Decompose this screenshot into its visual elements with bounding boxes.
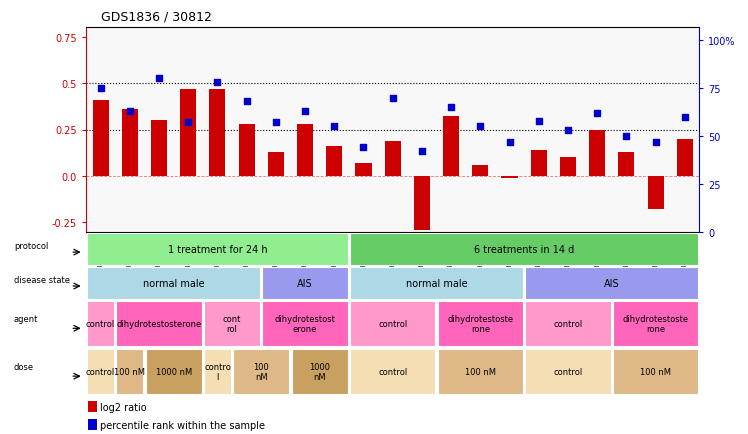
Bar (619, 152, 634, 177)
Bar (204, 301, 260, 346)
Text: 100 nM: 100 nM (465, 367, 496, 376)
Text: AIS: AIS (604, 278, 619, 288)
Bar (677, 139, 693, 177)
Text: GDS1836 / 30812: GDS1836 / 30812 (101, 11, 212, 24)
Bar (88, 419, 97, 431)
Text: percentile rank within the sample: percentile rank within the sample (100, 420, 266, 430)
Bar (88, 267, 260, 299)
Point (678, 114, 690, 121)
Point (445, 105, 457, 112)
Point (124, 108, 136, 115)
Bar (350, 233, 698, 265)
Bar (350, 301, 435, 346)
Bar (88, 233, 348, 265)
Text: dihydrotestoste
rone: dihydrotestoste rone (447, 315, 513, 333)
Point (270, 120, 282, 127)
Text: disease state: disease state (13, 275, 70, 284)
Point (328, 124, 340, 131)
Bar (501, 177, 518, 178)
Point (183, 120, 194, 127)
Bar (146, 349, 202, 394)
Text: control: control (86, 319, 115, 328)
Bar (355, 164, 372, 177)
Bar (525, 267, 698, 299)
Bar (472, 165, 488, 177)
Bar (88, 349, 114, 394)
Bar (438, 349, 523, 394)
Bar (117, 301, 202, 346)
Point (358, 145, 370, 151)
Point (241, 99, 253, 105)
Bar (648, 177, 663, 210)
Point (591, 110, 603, 117)
Bar (117, 349, 144, 394)
Bar (263, 267, 348, 299)
Point (533, 118, 545, 125)
Text: dihydrotestosterone: dihydrotestosterone (117, 319, 202, 328)
Bar (560, 158, 576, 177)
Bar (122, 110, 138, 177)
Bar (93, 101, 108, 177)
Text: normal male: normal male (143, 278, 204, 288)
Text: log2 ratio: log2 ratio (100, 402, 147, 411)
Bar (239, 125, 254, 177)
Bar (204, 349, 231, 394)
Point (562, 127, 574, 134)
Text: dose: dose (13, 362, 34, 371)
Point (503, 139, 515, 146)
Point (620, 133, 632, 140)
Text: 1000
nM: 1000 nM (309, 362, 330, 381)
Bar (525, 349, 610, 394)
Text: cont
rol: cont rol (223, 315, 242, 333)
Bar (233, 349, 289, 394)
Point (387, 95, 399, 102)
Bar (414, 177, 430, 230)
Point (474, 124, 486, 131)
Bar (263, 301, 348, 346)
Text: dihydrotestost
erone: dihydrotestost erone (275, 315, 336, 333)
Bar (180, 89, 196, 177)
Bar (209, 89, 225, 177)
Point (212, 79, 224, 86)
Point (649, 139, 661, 146)
Text: control: control (378, 367, 408, 376)
Point (153, 76, 165, 83)
Bar (268, 152, 284, 177)
Bar (350, 349, 435, 394)
Bar (613, 301, 698, 346)
Bar (297, 125, 313, 177)
Text: 100
nM: 100 nM (254, 362, 269, 381)
Bar (88, 401, 97, 412)
Text: 100 nM: 100 nM (640, 367, 671, 376)
Bar (384, 141, 401, 177)
Text: 1 treatment for 24 h: 1 treatment for 24 h (168, 244, 267, 254)
Bar (613, 349, 698, 394)
Text: contro
l: contro l (204, 362, 231, 381)
Text: 1000 nM: 1000 nM (156, 367, 191, 376)
Point (416, 148, 428, 155)
Text: control: control (554, 319, 583, 328)
Text: protocol: protocol (13, 241, 48, 250)
Text: 6 treatments in 14 d: 6 treatments in 14 d (474, 244, 574, 254)
Bar (292, 349, 348, 394)
Point (95, 85, 107, 92)
Text: dihydrotestoste
rone: dihydrotestoste rone (622, 315, 689, 333)
Text: control: control (378, 319, 408, 328)
Bar (589, 130, 605, 177)
Point (299, 108, 311, 115)
Text: control: control (86, 367, 115, 376)
Bar (531, 151, 547, 177)
Bar (438, 301, 523, 346)
Text: normal male: normal male (405, 278, 468, 288)
Bar (443, 117, 459, 177)
Bar (326, 147, 343, 177)
Bar (525, 301, 610, 346)
Bar (151, 121, 167, 177)
Bar (88, 301, 114, 346)
Text: 100 nM: 100 nM (114, 367, 145, 376)
Bar (350, 267, 523, 299)
Text: agent: agent (13, 315, 38, 323)
Text: AIS: AIS (297, 278, 313, 288)
Text: control: control (554, 367, 583, 376)
